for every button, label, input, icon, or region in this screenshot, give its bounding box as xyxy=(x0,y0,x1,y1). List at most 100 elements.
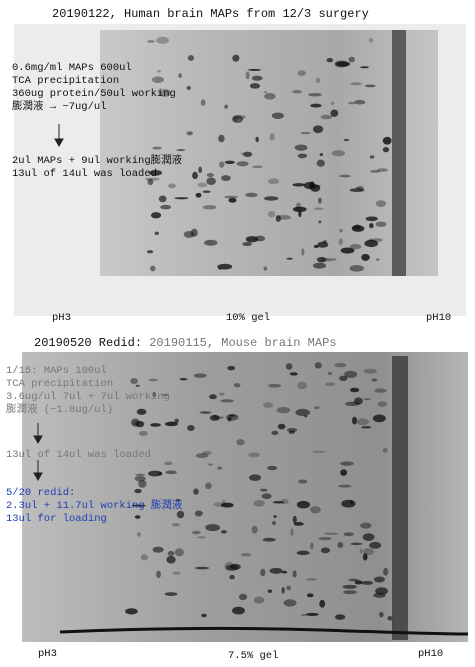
spot xyxy=(174,419,179,423)
title: 20190520 Redid: xyxy=(34,336,142,350)
spot xyxy=(195,567,209,570)
spot xyxy=(178,73,182,78)
spot xyxy=(290,372,298,375)
spot xyxy=(378,401,387,407)
spot xyxy=(310,506,321,513)
spot xyxy=(156,571,161,578)
spot xyxy=(246,236,258,242)
spot xyxy=(361,581,373,585)
spot xyxy=(314,406,320,409)
spot xyxy=(253,500,265,507)
redo-notes: 5/20 redid:2.3ul + 11.7ul working 膨潤液13u… xyxy=(6,487,182,526)
spot xyxy=(315,362,322,369)
spot xyxy=(352,417,357,425)
spot xyxy=(264,91,268,93)
spot xyxy=(197,536,206,538)
spot xyxy=(202,451,211,455)
spot xyxy=(350,244,362,249)
gel-label: 10% gel xyxy=(226,312,270,325)
spot xyxy=(339,175,351,178)
spot xyxy=(193,488,199,494)
spot xyxy=(168,551,175,556)
spot xyxy=(201,99,206,106)
spot xyxy=(135,474,145,476)
spot xyxy=(155,232,159,235)
spot xyxy=(205,482,212,489)
spot xyxy=(158,473,162,475)
spot xyxy=(376,222,387,227)
spot xyxy=(295,144,308,150)
page: 20190122, Human brain MAPs from 12/3 sur… xyxy=(0,0,475,667)
spot xyxy=(327,58,333,62)
spot xyxy=(318,197,322,203)
spot xyxy=(246,71,250,79)
spot xyxy=(227,366,235,371)
note-line: 13ul for loading xyxy=(6,513,182,526)
spot xyxy=(250,83,260,88)
spot xyxy=(139,431,148,436)
spot xyxy=(147,250,153,253)
ph-label: pH3 xyxy=(52,312,71,325)
result-notes: 13ul of 14ul was loaded xyxy=(6,449,151,462)
spot xyxy=(151,212,161,218)
spot xyxy=(236,439,244,445)
spot xyxy=(260,489,268,492)
spot xyxy=(306,578,317,580)
spot xyxy=(383,568,388,576)
spot xyxy=(267,466,277,470)
spot xyxy=(354,100,365,105)
spot xyxy=(387,616,392,621)
spot xyxy=(254,597,265,604)
spot xyxy=(376,200,386,207)
spot xyxy=(383,448,388,453)
spot xyxy=(217,467,222,470)
spot xyxy=(165,471,176,475)
spot xyxy=(269,133,274,140)
spot xyxy=(286,258,293,260)
spot xyxy=(273,501,284,504)
spot xyxy=(234,383,241,387)
spot xyxy=(268,178,279,184)
spot xyxy=(301,248,304,255)
note-line: 0.6mg/ml MAPs 600ul xyxy=(12,62,176,75)
spot xyxy=(137,532,141,537)
spot xyxy=(194,373,207,378)
spot xyxy=(364,369,377,374)
spot xyxy=(226,414,239,421)
spot xyxy=(209,394,217,399)
panel-title: 20190122, Human brain MAPs from 12/3 sur… xyxy=(52,8,369,21)
spot xyxy=(350,82,362,85)
spot xyxy=(232,607,245,615)
spot xyxy=(310,542,314,549)
ph-label: pH10 xyxy=(418,648,443,661)
spot xyxy=(360,66,369,68)
spot xyxy=(292,183,305,186)
spot xyxy=(263,266,267,270)
spot xyxy=(289,431,295,434)
spot xyxy=(276,215,281,222)
spot xyxy=(166,556,175,564)
spot xyxy=(252,166,263,169)
spot xyxy=(286,363,293,370)
spot xyxy=(239,594,247,600)
spot xyxy=(125,608,138,614)
spot xyxy=(340,461,354,465)
spot xyxy=(176,149,185,151)
spot xyxy=(324,533,338,535)
spot xyxy=(150,423,161,427)
spot xyxy=(296,202,301,209)
spot xyxy=(321,547,330,553)
spot xyxy=(318,537,331,540)
spot xyxy=(340,469,347,476)
spot xyxy=(156,37,169,44)
spot xyxy=(187,131,193,135)
spot xyxy=(343,585,357,589)
spot xyxy=(339,238,343,245)
spot xyxy=(297,382,307,390)
spot xyxy=(187,86,191,90)
spot xyxy=(344,139,350,141)
spot xyxy=(263,402,273,408)
spot xyxy=(364,398,371,400)
spot xyxy=(273,515,276,518)
spot xyxy=(164,461,172,465)
